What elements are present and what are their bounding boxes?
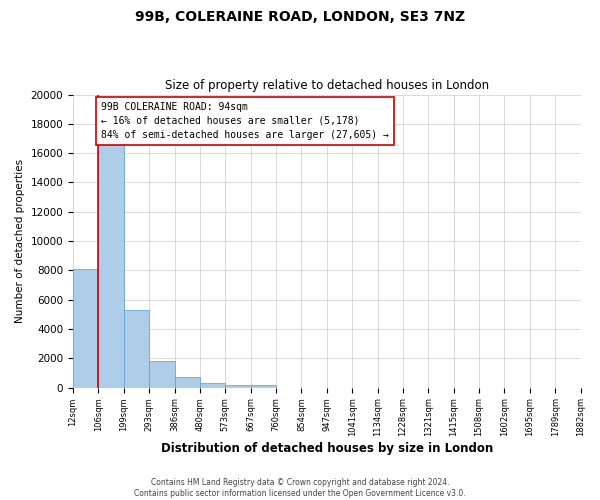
X-axis label: Distribution of detached houses by size in London: Distribution of detached houses by size … bbox=[161, 442, 493, 455]
Text: Contains HM Land Registry data © Crown copyright and database right 2024.
Contai: Contains HM Land Registry data © Crown c… bbox=[134, 478, 466, 498]
Bar bbox=[225, 384, 251, 388]
Text: 99B COLERAINE ROAD: 94sqm
← 16% of detached houses are smaller (5,178)
84% of se: 99B COLERAINE ROAD: 94sqm ← 16% of detac… bbox=[101, 102, 389, 140]
Bar bbox=[175, 376, 200, 388]
Bar bbox=[73, 269, 98, 388]
Bar bbox=[98, 144, 124, 388]
Title: Size of property relative to detached houses in London: Size of property relative to detached ho… bbox=[165, 79, 489, 92]
Text: 99B, COLERAINE ROAD, LONDON, SE3 7NZ: 99B, COLERAINE ROAD, LONDON, SE3 7NZ bbox=[135, 10, 465, 24]
Bar bbox=[200, 383, 225, 388]
Bar bbox=[251, 386, 276, 388]
Y-axis label: Number of detached properties: Number of detached properties bbox=[15, 159, 25, 323]
Bar bbox=[124, 310, 149, 388]
Bar bbox=[149, 361, 175, 388]
